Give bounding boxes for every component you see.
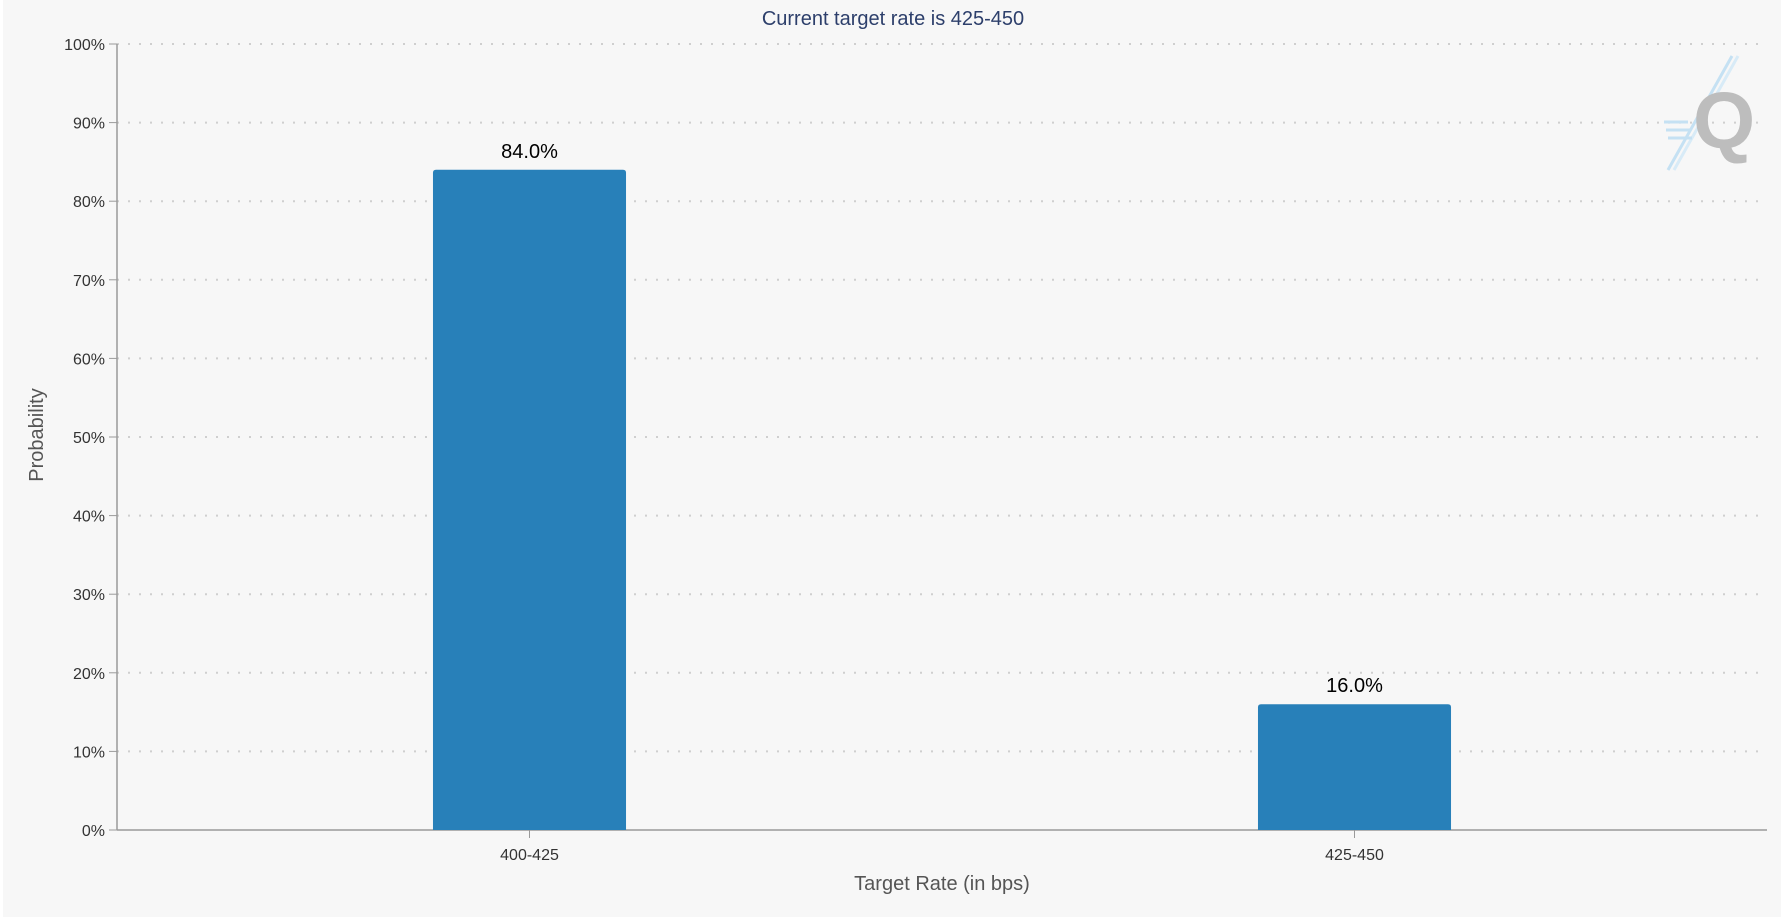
data-label: 84.0%: [501, 141, 558, 163]
x-tick-label: 425-450: [1325, 847, 1384, 864]
y-tick-label: 80%: [73, 194, 105, 211]
axes: 0% 10% 20% 30% 40% 50% 60% 70% 80% 90% 100% 400-425…: [64, 37, 1767, 864]
y-tick-label: 90%: [73, 116, 105, 133]
y-tick-label: 30%: [73, 587, 105, 604]
y-tick-label: 70%: [73, 273, 105, 290]
watermark-logo: Q: [1664, 55, 1755, 171]
plot-background: [3, 0, 1781, 917]
x-tick-label: 400-425: [500, 847, 559, 864]
data-labels: 84.0% 16.0%: [501, 141, 1383, 697]
y-tick-label: 0%: [82, 823, 105, 840]
bar-425-450[interactable]: [1257, 704, 1452, 830]
bar-400-425[interactable]: [432, 169, 627, 830]
chart-title: Current target rate is 425-450: [762, 8, 1024, 30]
y-tick-label: 20%: [73, 666, 105, 683]
y-tick-label: 100%: [64, 37, 105, 54]
watermark-letter: Q: [1693, 76, 1755, 165]
gridlines: [117, 43, 1767, 753]
y-tick-label: 60%: [73, 351, 105, 368]
y-tick-label: 10%: [73, 744, 105, 761]
data-label: 16.0%: [1326, 675, 1383, 697]
watermark-stripes: [1664, 55, 1740, 171]
x-axis-title: Target Rate (in bps): [854, 873, 1030, 895]
y-axis-title: Probability: [26, 388, 48, 481]
y-tick-label: 40%: [73, 509, 105, 526]
bars: [432, 169, 1452, 830]
y-tick-label: 50%: [73, 430, 105, 447]
